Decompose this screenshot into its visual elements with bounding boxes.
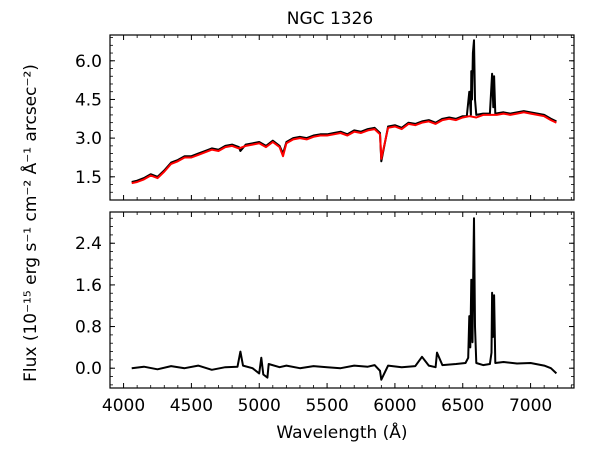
top-panel: 1.5 3.0 4.5 6.0 — [75, 34, 575, 201]
y-tick-label: 0.8 — [75, 318, 102, 338]
top-ticks: 1.5 3.0 4.5 6.0 — [75, 35, 574, 201]
x-tick-label: 4500 — [170, 396, 213, 416]
top-series — [131, 39, 557, 185]
y-tick-label: 1.6 — [75, 276, 102, 296]
y-tick-label: 6.0 — [75, 52, 102, 72]
x-tick-label: 6000 — [373, 396, 416, 416]
y-tick-label: 2.4 — [75, 234, 102, 254]
x-tick-label: 6500 — [441, 396, 484, 416]
x-tick-label: 5000 — [238, 396, 281, 416]
chart-title: NGC 1326 — [287, 9, 373, 29]
bottom-plot-frame — [109, 211, 575, 389]
y-tick-label: 1.5 — [75, 168, 102, 188]
bottom-panel: 4000 4500 5000 5500 6000 6500 7000 0.0 0.8 1.6 2.4 — [75, 211, 575, 416]
x-tick-label: 7000 — [509, 396, 552, 416]
y-tick-label: 3.0 — [75, 129, 102, 149]
top-plot-frame — [109, 34, 575, 201]
x-tick-label: 5500 — [305, 396, 348, 416]
series-line-black — [131, 217, 558, 381]
bottom-series — [131, 217, 558, 381]
y-axis-label: Flux (10⁻¹⁵ erg s⁻¹ cm⁻² Å⁻¹ arcsec⁻²) — [19, 64, 41, 382]
series-line-black — [131, 39, 557, 183]
x-axis-label: Wavelength (Å) — [276, 421, 407, 443]
x-tick-label: 4000 — [102, 396, 145, 416]
bottom-ticks: 4000 4500 5000 5500 6000 6500 7000 0.0 0.8 1.6 2.4 — [75, 212, 574, 416]
y-tick-label: 0.0 — [75, 359, 102, 379]
series-line-red — [131, 111, 557, 185]
y-tick-label: 4.5 — [75, 90, 102, 110]
